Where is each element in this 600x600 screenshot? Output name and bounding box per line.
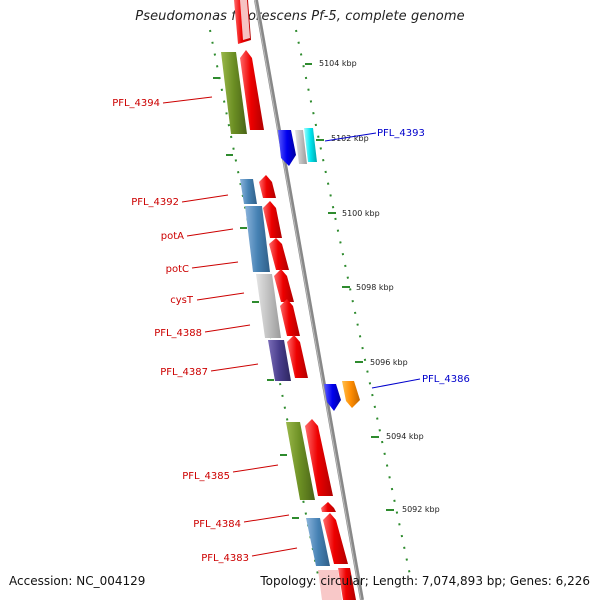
gene-block-grey[interactable] bbox=[295, 130, 307, 164]
gene-arrow-red[interactable] bbox=[323, 513, 348, 564]
tick-label: 5102 kbp bbox=[331, 134, 369, 143]
gene-arrow-red[interactable] bbox=[240, 50, 264, 130]
gene-label[interactable]: PFL_4392 bbox=[131, 197, 179, 208]
gene-block-steelblue[interactable] bbox=[245, 206, 270, 272]
gene-arrow-red[interactable] bbox=[280, 299, 300, 336]
gene-arrow-red[interactable] bbox=[274, 269, 294, 302]
gene-block-steelblue[interactable] bbox=[306, 518, 330, 566]
gene-arrow-red[interactable] bbox=[305, 419, 333, 496]
label-leader-line bbox=[210, 363, 259, 372]
gene-arrow-red[interactable] bbox=[321, 502, 336, 512]
gene-label[interactable]: PFL_4385 bbox=[182, 471, 230, 482]
gene-block-steelblue[interactable] bbox=[240, 179, 257, 204]
tick-label: 5096 kbp bbox=[370, 358, 408, 367]
label-leader-line bbox=[324, 132, 377, 142]
genome-summary-text: Topology: circular; Length: 7,074,893 bp… bbox=[260, 574, 590, 588]
gene-block-olive[interactable] bbox=[286, 422, 315, 500]
gene-block-pink[interactable] bbox=[318, 570, 342, 600]
tick-label: 5092 kbp bbox=[402, 505, 440, 514]
label-leader-line bbox=[251, 547, 298, 557]
gene-arrow-blue[interactable] bbox=[324, 384, 341, 411]
backbone-line bbox=[254, 0, 364, 600]
label-leader-line bbox=[196, 292, 245, 301]
gene-label[interactable]: potA bbox=[161, 231, 184, 242]
label-leader-line bbox=[243, 514, 290, 523]
gene-arrow-red[interactable] bbox=[287, 335, 308, 378]
scale-ticks: 5104 kbp 5102 kbp 5100 kbp 5098 kbp 5096… bbox=[305, 59, 440, 514]
gene-arrow-red[interactable] bbox=[269, 238, 289, 270]
gene-label[interactable]: PFL_4384 bbox=[193, 519, 241, 530]
gene-label[interactable]: PFL_4387 bbox=[160, 367, 208, 378]
gene-label[interactable]: potC bbox=[166, 264, 189, 275]
gene-label[interactable]: cysT bbox=[170, 295, 194, 306]
forward-gene-labels: PFL_4393 PFL_4386 bbox=[324, 128, 470, 389]
label-leader-line bbox=[186, 228, 234, 237]
gene-label[interactable]: PFL_4386 bbox=[422, 374, 470, 385]
gene-arrow-orange[interactable] bbox=[342, 381, 360, 408]
tick-label: 5098 kbp bbox=[356, 283, 394, 292]
gene-block-pink[interactable] bbox=[240, 0, 250, 40]
gene-block-grey[interactable] bbox=[256, 274, 281, 338]
gene-block-olive[interactable] bbox=[221, 52, 247, 134]
gene-label[interactable]: PFL_4388 bbox=[154, 328, 202, 339]
label-leader-line bbox=[204, 324, 251, 333]
tick-label: 5104 kbp bbox=[319, 59, 357, 68]
label-leader-line bbox=[191, 261, 239, 269]
gene-block-indigo[interactable] bbox=[268, 340, 291, 381]
backbone-highlight bbox=[254, 0, 362, 600]
gene-arrow-red[interactable] bbox=[259, 175, 276, 198]
gene-label[interactable]: PFL_4383 bbox=[201, 553, 249, 564]
gene-label[interactable]: PFL_4394 bbox=[112, 98, 160, 109]
tick-label: 5094 kbp bbox=[386, 432, 424, 441]
label-leader-line bbox=[162, 96, 213, 104]
map-title: Pseudomonas fluorescens Pf-5, complete g… bbox=[135, 9, 465, 24]
label-leader-line bbox=[181, 194, 229, 203]
label-leader-line bbox=[232, 464, 279, 473]
gene-arrow-red[interactable] bbox=[263, 201, 282, 238]
reverse-gene-labels: PFL_4394 PFL_4392 potA potC cysT PFL_438… bbox=[112, 96, 298, 564]
gene-arrow-blue[interactable] bbox=[278, 130, 296, 166]
tick-label: 5100 kbp bbox=[342, 209, 380, 218]
accession-text: Accession: NC_004129 bbox=[9, 574, 146, 588]
gene-block-cyan[interactable] bbox=[304, 128, 317, 162]
inner-tick-marks bbox=[213, 77, 299, 519]
gene-arrow-red[interactable] bbox=[338, 568, 356, 600]
label-leader-line bbox=[371, 378, 421, 389]
gene-label[interactable]: PFL_4393 bbox=[377, 128, 425, 139]
